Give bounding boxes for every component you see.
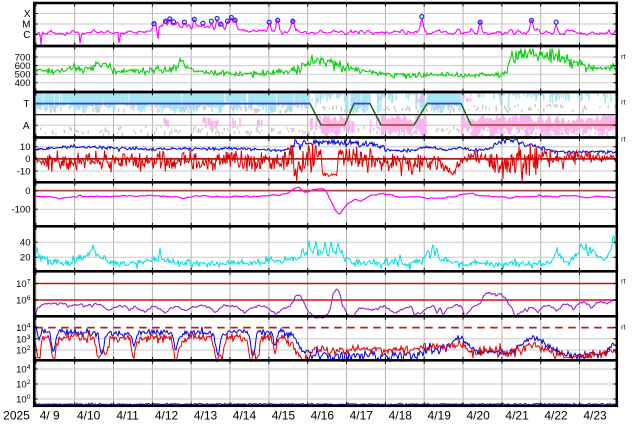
svg-text:M: M bbox=[22, 20, 30, 31]
svg-text:4/ 9: 4/ 9 bbox=[40, 409, 60, 423]
svg-text:4/22: 4/22 bbox=[544, 409, 568, 423]
svg-text:4/19: 4/19 bbox=[428, 409, 452, 423]
svg-text:20: 20 bbox=[20, 253, 31, 264]
svg-text:4/11: 4/11 bbox=[116, 409, 139, 423]
svg-text:X: X bbox=[24, 9, 31, 20]
svg-text:rt: rt bbox=[621, 277, 626, 286]
svg-text:0: 0 bbox=[25, 154, 30, 165]
svg-text:107: 107 bbox=[16, 279, 31, 291]
svg-text:4/18: 4/18 bbox=[389, 409, 413, 423]
svg-text:600: 600 bbox=[15, 61, 31, 72]
svg-text:4/12: 4/12 bbox=[155, 409, 179, 423]
svg-text:10: 10 bbox=[20, 142, 31, 153]
svg-text:rt: rt bbox=[621, 98, 626, 107]
svg-text:400: 400 bbox=[15, 78, 31, 89]
svg-text:4/23: 4/23 bbox=[583, 409, 607, 423]
svg-text:4/17: 4/17 bbox=[350, 409, 374, 423]
svg-text:4/14: 4/14 bbox=[233, 409, 257, 423]
svg-text:4/16: 4/16 bbox=[311, 409, 335, 423]
svg-text:102: 102 bbox=[16, 379, 31, 391]
svg-text:106: 106 bbox=[16, 295, 31, 307]
svg-text:4/13: 4/13 bbox=[194, 409, 218, 423]
svg-text:C: C bbox=[23, 30, 30, 41]
svg-text:4/15: 4/15 bbox=[272, 409, 296, 423]
svg-text:104: 104 bbox=[16, 364, 31, 376]
svg-text:103: 103 bbox=[16, 334, 31, 346]
svg-text:T: T bbox=[23, 99, 29, 110]
svg-text:rt: rt bbox=[621, 323, 626, 332]
svg-text:4/20: 4/20 bbox=[466, 409, 490, 423]
svg-text:rt: rt bbox=[621, 52, 626, 61]
svg-text:4/10: 4/10 bbox=[77, 409, 101, 423]
svg-text:104: 104 bbox=[16, 323, 31, 335]
svg-text:500: 500 bbox=[15, 70, 31, 81]
svg-text:100: 100 bbox=[16, 394, 31, 406]
svg-text:-10: -10 bbox=[17, 166, 31, 177]
svg-text:-100: -100 bbox=[11, 205, 30, 216]
svg-text:0: 0 bbox=[25, 186, 30, 197]
svg-text:rt: rt bbox=[621, 135, 626, 144]
svg-text:4/21: 4/21 bbox=[505, 409, 529, 423]
svg-text:102: 102 bbox=[16, 345, 31, 357]
svg-text:700: 700 bbox=[15, 52, 31, 63]
svg-text:2025: 2025 bbox=[3, 409, 30, 423]
svg-text:40: 40 bbox=[20, 238, 31, 249]
svg-text:A: A bbox=[23, 121, 30, 132]
